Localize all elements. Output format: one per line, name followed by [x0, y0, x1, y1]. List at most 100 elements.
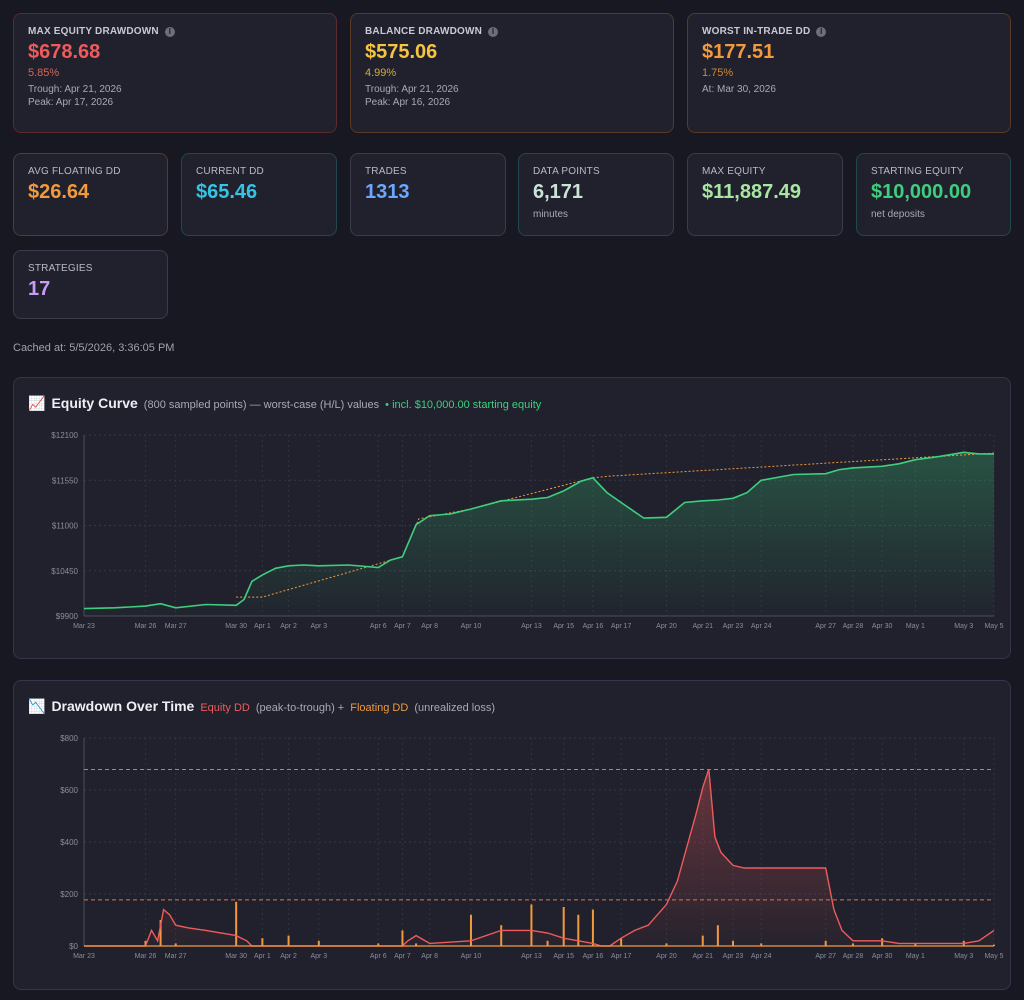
- y-tick-label: $600: [60, 786, 78, 795]
- legend-equity-desc: (peak-to-trough) +: [255, 702, 345, 714]
- x-tick-label: Apr 21: [692, 623, 713, 630]
- peak-date: Peak: Apr 17, 2026: [28, 97, 114, 108]
- y-tick-label: $200: [60, 890, 78, 899]
- cached-timestamp: Cached at: 5/5/2026, 3:36:05 PM: [13, 342, 175, 354]
- data-points-card: DATA POINTS 6,171 minutes: [518, 153, 674, 236]
- info-icon[interactable]: i: [488, 26, 499, 37]
- x-tick-label: Apr 16: [583, 953, 604, 960]
- card-sub: minutes: [533, 209, 569, 220]
- drawdown-chart[interactable]: $800 $600 $400 $200 $0 Mar 23 Mar 26 Mar 27 Mar …: [14, 681, 1010, 989]
- card-value: $65.46: [196, 181, 258, 203]
- card-value: $575.06: [365, 41, 438, 63]
- x-tick-label: Apr 3: [310, 953, 327, 960]
- card-label: STARTING EQUITY: [871, 166, 964, 177]
- equity-dd-area: [84, 769, 994, 946]
- x-tick-label: Apr 1: [254, 953, 271, 960]
- x-tick-label: Apr 23: [723, 623, 744, 630]
- x-tick-label: Apr 6: [370, 953, 387, 960]
- x-tick-label: Apr 24: [751, 623, 772, 630]
- card-percent: 1.75%: [702, 67, 734, 79]
- legend-equity-dd: Equity DD: [200, 702, 250, 714]
- x-tick-label: Apr 30: [872, 623, 893, 630]
- card-sub: net deposits: [871, 209, 925, 220]
- card-value: $177.51: [702, 41, 775, 63]
- balance-drawdown-card: BALANCE DRAWDOWN i $575.06 4.99% Trough: …: [350, 13, 674, 133]
- x-tick-label: Apr 7: [394, 953, 411, 960]
- chart-decreasing-icon: 📉: [28, 698, 46, 714]
- max-equity-drawdown-card: MAX EQUITY DRAWDOWN i $678.68 5.85% Troug…: [13, 13, 337, 133]
- panel-note-green: • incl. $10,000.00 starting equity: [385, 399, 542, 411]
- card-value: $26.64: [28, 181, 90, 203]
- x-tick-label: Apr 6: [370, 623, 387, 630]
- x-tick-label: Mar 30: [225, 953, 247, 960]
- x-tick-label: Mar 23: [73, 623, 95, 630]
- legend-floating-dd: Floating DD: [350, 702, 409, 714]
- card-value: 1313: [365, 181, 410, 203]
- card-label: MAX EQUITY DRAWDOWN: [28, 26, 159, 37]
- x-tick-label: Apr 13: [521, 623, 542, 630]
- x-tick-label: Mar 27: [165, 953, 187, 960]
- x-tick-label: Apr 10: [461, 623, 482, 630]
- x-tick-label: May 1: [906, 953, 925, 960]
- x-tick-label: Apr 21: [692, 953, 713, 960]
- x-tick-label: Apr 8: [421, 623, 438, 630]
- current-dd-card: CURRENT DD $65.46: [181, 153, 337, 236]
- x-tick-label: Apr 2: [280, 623, 297, 630]
- y-tick-label: $10450: [51, 567, 78, 576]
- card-value: $10,000.00: [871, 181, 972, 203]
- card-label: MAX EQUITY: [702, 166, 766, 177]
- at-date: At: Mar 30, 2026: [702, 84, 776, 95]
- card-label: STRATEGIES: [28, 263, 93, 274]
- card-value: 17: [28, 278, 51, 300]
- x-tick-label: Apr 28: [843, 623, 864, 630]
- card-label: CURRENT DD: [196, 166, 264, 177]
- equity-curve-chart[interactable]: $12100 $11550 $11000 $10450 $9900 Mar 23 Mar 2…: [14, 378, 1010, 658]
- x-tick-label: Apr 2: [280, 953, 297, 960]
- x-tick-label: Apr 15: [553, 953, 574, 960]
- x-tick-label: Apr 13: [521, 953, 542, 960]
- y-tick-label: $12100: [51, 431, 78, 440]
- x-tick-label: Apr 24: [751, 953, 772, 960]
- card-value: $678.68: [28, 41, 101, 63]
- starting-equity-card: STARTING EQUITY $10,000.00 net deposits: [856, 153, 1011, 236]
- x-tick-label: Apr 28: [843, 953, 864, 960]
- card-label: AVG FLOATING DD: [28, 166, 121, 177]
- x-tick-label: Apr 8: [421, 953, 438, 960]
- equity-dd-line: [84, 768, 995, 947]
- x-tick-label: Apr 16: [583, 623, 604, 630]
- x-tick-label: Apr 27: [815, 953, 836, 960]
- equity-line: [83, 451, 994, 610]
- x-tick-label: Apr 17: [611, 623, 632, 630]
- x-tick-label: Mar 26: [135, 953, 157, 960]
- x-tick-label: Apr 3: [310, 623, 327, 630]
- card-value: 6,171: [533, 181, 584, 203]
- x-tick-label: Apr 1: [254, 623, 271, 630]
- peak-date: Peak: Apr 16, 2026: [365, 97, 451, 108]
- x-tick-label: Mar 26: [135, 623, 157, 630]
- chart-increasing-icon: 📈: [28, 395, 46, 411]
- card-label: TRADES: [365, 166, 407, 177]
- y-tick-label: $0: [69, 942, 78, 951]
- x-tick-label: Apr 7: [394, 623, 411, 630]
- trough-date: Trough: Apr 21, 2026: [365, 84, 459, 95]
- equity-area: [84, 452, 994, 616]
- card-label: WORST IN-TRADE DD: [702, 26, 811, 37]
- legend-floating-desc: (unrealized loss): [414, 702, 496, 714]
- info-icon[interactable]: i: [164, 26, 175, 37]
- x-tick-label: Apr 30: [872, 953, 893, 960]
- x-tick-label: May 3: [954, 623, 973, 630]
- x-tick-label: Mar 23: [73, 953, 95, 960]
- x-tick-label: Apr 20: [656, 623, 677, 630]
- panel-note: (800 sampled points) — worst-case (H/L) …: [143, 399, 380, 411]
- info-icon[interactable]: i: [816, 26, 827, 37]
- equity-curve-panel: 📈 Equity Curve (800 sampled points) — wo…: [13, 377, 1011, 659]
- max-equity-card: MAX EQUITY $11,887.49: [687, 153, 843, 236]
- x-tick-label: Mar 30: [225, 623, 247, 630]
- y-tick-label: $400: [60, 838, 78, 847]
- y-tick-label: $11550: [52, 476, 79, 485]
- trough-date: Trough: Apr 21, 2026: [28, 84, 122, 95]
- y-tick-label: $9900: [56, 612, 79, 621]
- x-tick-label: Apr 23: [723, 953, 744, 960]
- x-tick-label: Apr 17: [611, 953, 632, 960]
- x-tick-label: Apr 20: [656, 953, 677, 960]
